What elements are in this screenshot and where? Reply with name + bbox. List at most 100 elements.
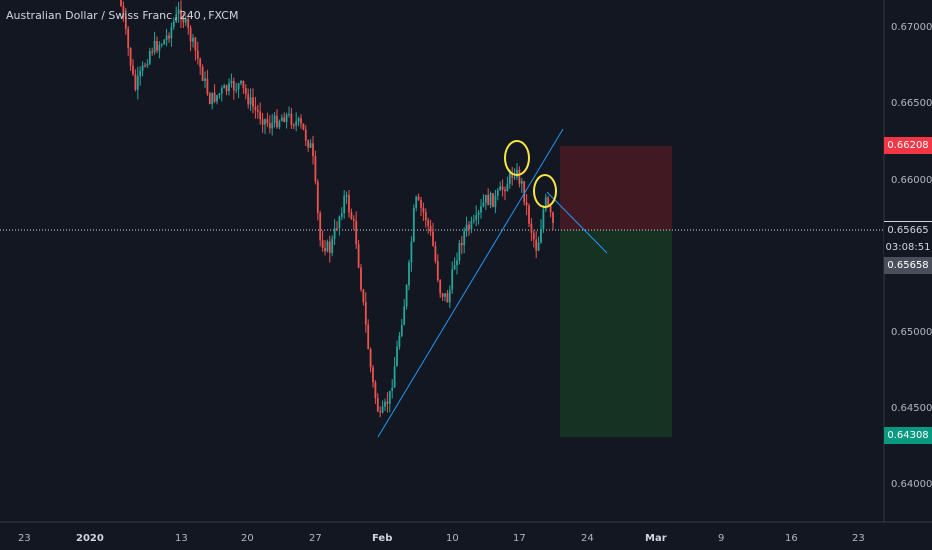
candle-body [206, 78, 209, 94]
candle-body [184, 18, 187, 23]
candle-body [475, 215, 478, 220]
candle-body [141, 65, 144, 71]
candle-body [268, 123, 271, 129]
candle-body [223, 85, 226, 89]
highlight-circle-1[interactable] [504, 140, 530, 176]
candle-body [148, 51, 151, 64]
candle-body [304, 129, 307, 141]
candle-body [441, 293, 444, 297]
candle-body [324, 248, 326, 252]
candle-body [225, 85, 228, 92]
candle-body [122, 5, 125, 17]
candle-body [340, 213, 343, 217]
candle-body [381, 406, 384, 413]
candle-body [537, 242, 540, 251]
candle-body [460, 243, 463, 246]
stop-loss-zone[interactable] [560, 146, 672, 230]
take-profit-zone[interactable] [560, 230, 672, 437]
candle-body [417, 196, 420, 200]
candle-body [283, 117, 286, 122]
symbol-title[interactable]: Australian Dollar / Swiss Franc, 240, FXCM [6, 9, 239, 22]
candle-body [412, 207, 415, 242]
time-label: 16 [785, 533, 798, 544]
candle-body [316, 181, 319, 214]
candle-body [201, 66, 204, 81]
candle-body [415, 196, 418, 208]
candle-body [163, 39, 166, 45]
candle-body [465, 224, 468, 232]
candle-body [520, 181, 523, 184]
candle-body [432, 231, 434, 246]
candle-body [424, 212, 427, 221]
candle-body [170, 27, 173, 39]
candle-body [254, 106, 257, 110]
candle-body [489, 193, 492, 206]
candle-body [136, 76, 139, 90]
candle-body [232, 80, 235, 91]
candle-body [379, 411, 382, 413]
candle-body [204, 78, 206, 81]
candle-body [480, 206, 482, 213]
candle-body [129, 47, 132, 66]
candle-body [175, 13, 178, 22]
interval-label: 240 [179, 9, 201, 22]
candle-body [360, 267, 362, 290]
candle-body [213, 92, 216, 102]
candle-body [192, 37, 194, 42]
candle-body [196, 50, 199, 59]
candle-body [439, 280, 442, 294]
candle-body [384, 401, 386, 407]
price-tick: 0.64000 [891, 479, 932, 490]
candle-body [333, 228, 336, 239]
projection-line[interactable] [546, 191, 608, 254]
candle-body [328, 241, 331, 253]
candle-body [482, 202, 485, 207]
candle-body [357, 244, 360, 268]
candle-body [472, 219, 475, 222]
candle-body [288, 113, 290, 115]
candlestick-series[interactable] [120, 0, 554, 418]
candle-body [331, 238, 334, 253]
time-label: Feb [372, 533, 392, 544]
candle-body [290, 113, 293, 125]
candle-body [307, 140, 310, 148]
candle-body [422, 207, 425, 213]
rising-trendline[interactable] [377, 128, 564, 438]
candle-body [297, 118, 300, 122]
candle-body [496, 190, 499, 196]
candle-body [398, 335, 401, 347]
candle-body [516, 169, 518, 178]
candle-body [513, 177, 516, 179]
candle-body [405, 285, 408, 307]
candle-body [168, 35, 170, 39]
candle-body [552, 212, 554, 223]
current-price-tag: 0.65665 [884, 221, 932, 238]
candle-body [252, 97, 254, 107]
candle-body [120, 0, 122, 6]
price-axis[interactable]: 0.67000 0.66500 0.66000 0.65000 0.64500 … [891, 22, 932, 490]
candle-body [456, 260, 458, 266]
candle-body [132, 65, 134, 75]
candle-body [256, 109, 259, 112]
candle-body [487, 194, 490, 206]
highlight-circle-2[interactable] [533, 174, 557, 208]
candle-body [525, 202, 528, 206]
candle-body [448, 289, 451, 303]
candle-body [266, 119, 269, 124]
candle-body [444, 293, 446, 297]
candle-body [292, 124, 295, 126]
time-label: Mar [645, 533, 667, 544]
price-tick: 0.67000 [891, 22, 932, 33]
time-axis[interactable]: 23 2020 13 20 27 Feb 10 17 24 Mar 9 16 2… [18, 533, 865, 544]
exchange-label: FXCM [208, 9, 239, 22]
candle-body [247, 93, 250, 105]
candle-body [388, 390, 391, 404]
short-position-tool[interactable] [560, 146, 672, 437]
candle-body [242, 80, 245, 88]
candle-body [463, 231, 466, 246]
take-profit-price-tag: 0.64308 [884, 427, 932, 444]
candle-body [376, 397, 379, 412]
candle-body [244, 87, 247, 94]
candle-body [451, 269, 454, 290]
